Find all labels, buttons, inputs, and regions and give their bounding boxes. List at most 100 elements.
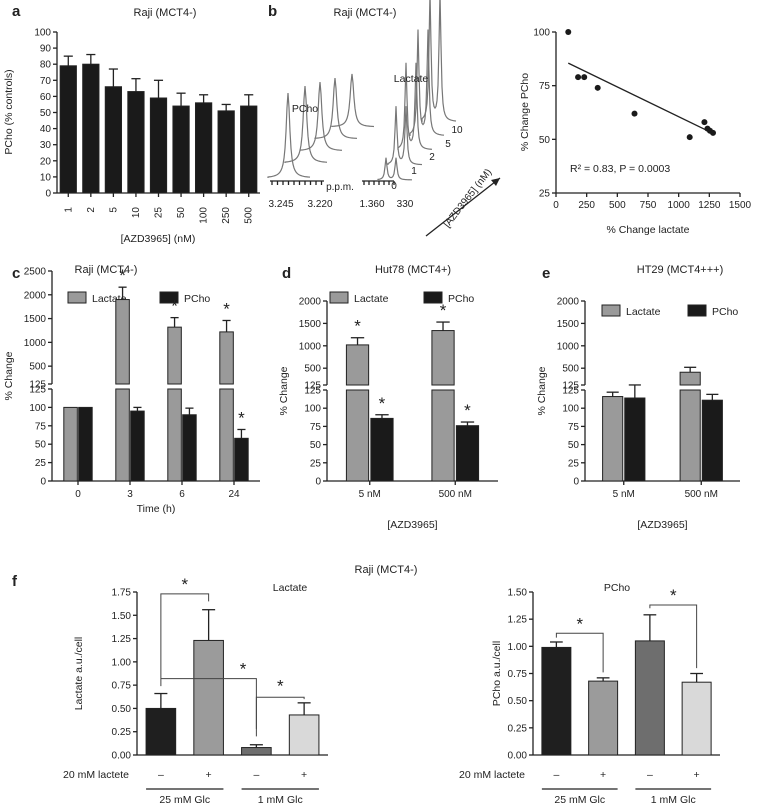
upper-ytick-label: 2000 [557,297,580,308]
panel-a-xtick-label: 250 [221,207,232,224]
lower-ytick-label: 50 [568,440,580,451]
lactate-ppm-label-2: 330 [397,199,414,210]
lower-ytick-label: 50 [310,440,322,451]
scatter-point [575,74,582,81]
bar [234,437,249,482]
scatter-xtick-label: 1000 [668,200,691,211]
panel-a-bar [217,110,235,194]
legend-swatch [687,304,707,317]
upper-ytick-label: 500 [304,364,321,375]
legend-swatch [329,291,349,304]
scatter-ytick-label: 25 [539,189,551,200]
f-ylabel: Lactate a.u./cell [73,637,85,711]
panel-e-ylabel: % Change [536,366,548,415]
lower-ytick-label: 100 [304,404,321,415]
upper-ytick-label: 1000 [299,341,322,352]
upper-ytick-label: 1500 [557,319,580,330]
concentration-arrow [425,177,501,237]
concentration-label: 5 [445,139,451,150]
lower-ytick-label: 50 [35,440,47,451]
scatter-xlabel: % Change lactate [607,224,690,236]
pcho-spectrum-line [299,81,343,151]
panel-a-ytick-label: 70 [40,76,52,87]
panel-c-ylabel: % Change [3,351,15,400]
lower-ytick-label: 25 [568,458,580,469]
scatter-xtick-label: 1250 [698,200,721,211]
f-ytick-label: 1.00 [112,657,132,668]
bar-lower [219,388,234,482]
panel-a-xtick-label: 100 [199,207,210,224]
lactate-label: Lactate [394,73,429,85]
panel-a-bar [59,65,77,194]
f-ytick-label: 1.00 [508,642,528,653]
panel-c-title: Raji (MCT4-) [75,264,138,276]
upper-ytick-label: 1000 [24,338,47,349]
panel-a-ylabel: PCho (% controls) [3,69,15,154]
f-group-label: 1 mM Glc [651,794,696,806]
panel-a-ytick-label: 80 [40,60,52,71]
lower-ytick-label: 25 [310,458,322,469]
pcho-spectrum-line [284,85,328,163]
scatter-xtick-label: 0 [553,200,559,211]
panel-a-bar [127,91,145,194]
xtick-label: 500 nM [439,489,472,500]
lower-ytick-label: 125 [29,385,46,396]
upper-ytick-label: 125 [562,381,579,392]
panel-a-xtick-label: 5 [108,207,119,213]
bar [78,406,93,482]
panel-f-f_pcho-title: PCho [604,582,630,594]
scatter-annotation: R² = 0.83, P = 0.0003 [570,163,670,175]
f-bar [145,707,177,756]
f-ytick-label: 0.75 [508,669,528,680]
f-sig-bracket [555,632,604,673]
xtick-label: 5 nM [359,489,381,500]
lower-ytick-label: 25 [35,458,47,469]
panel-label-e: e [542,265,550,282]
lower-ytick-label: 0 [315,477,321,488]
f-ytick-label: 0.50 [112,704,132,715]
panel-a-ytick-label: 50 [40,108,52,119]
pcho-label: PCho [292,103,318,115]
significance-star: * [440,301,447,320]
legend-swatch [423,291,443,304]
lower-ytick-label: 0 [573,477,579,488]
bar-lower [345,389,370,482]
lower-ytick-label: 75 [568,422,580,433]
scatter-ylabel: % Change PCho [519,73,531,151]
legend-swatch [67,291,87,304]
upper-ytick-label: 500 [562,364,579,375]
f-bar [541,646,572,756]
xtick-label: 6 [179,489,185,500]
pcho-spectrum-line [314,77,358,139]
panel-f-f_lac-title: Lactate [273,582,308,594]
f-ytick-label: 0.75 [112,681,132,692]
concentration-axis-label: [AZD3965] (nM) [442,167,494,230]
bar-lower [167,388,182,482]
significance-star: * [379,394,386,413]
scatter-ytick-label: 100 [533,28,550,39]
panel-a-bar [82,63,100,194]
panel-a-ytick-label: 20 [40,156,52,167]
bar-upper [167,326,182,385]
lower-ytick-label: 0 [40,477,46,488]
scatter-xtick-label: 500 [609,200,626,211]
f-condition-sign: – [553,769,559,781]
panel-a-ytick-label: 10 [40,172,52,183]
panel-a-ytick-label: 40 [40,124,52,135]
significance-star: * [277,676,284,695]
panel-label-b: b [268,3,277,20]
f-condition-sign: + [206,769,212,781]
legend-label: Lactate [354,293,389,305]
bar [624,397,646,482]
panel-a-bar [104,86,123,194]
panel-a-bar [149,97,168,194]
panel-a-xtick-label: 2 [86,207,97,213]
bar [701,399,723,482]
f-ytick-label: 1.25 [112,634,132,645]
panel-c-xlabel: Time (h) [137,503,176,515]
bar-upper [115,299,130,385]
f-row-label: 20 mM lactete [63,769,129,781]
f-condition-sign: + [600,769,606,781]
lower-ytick-label: 100 [29,403,46,414]
